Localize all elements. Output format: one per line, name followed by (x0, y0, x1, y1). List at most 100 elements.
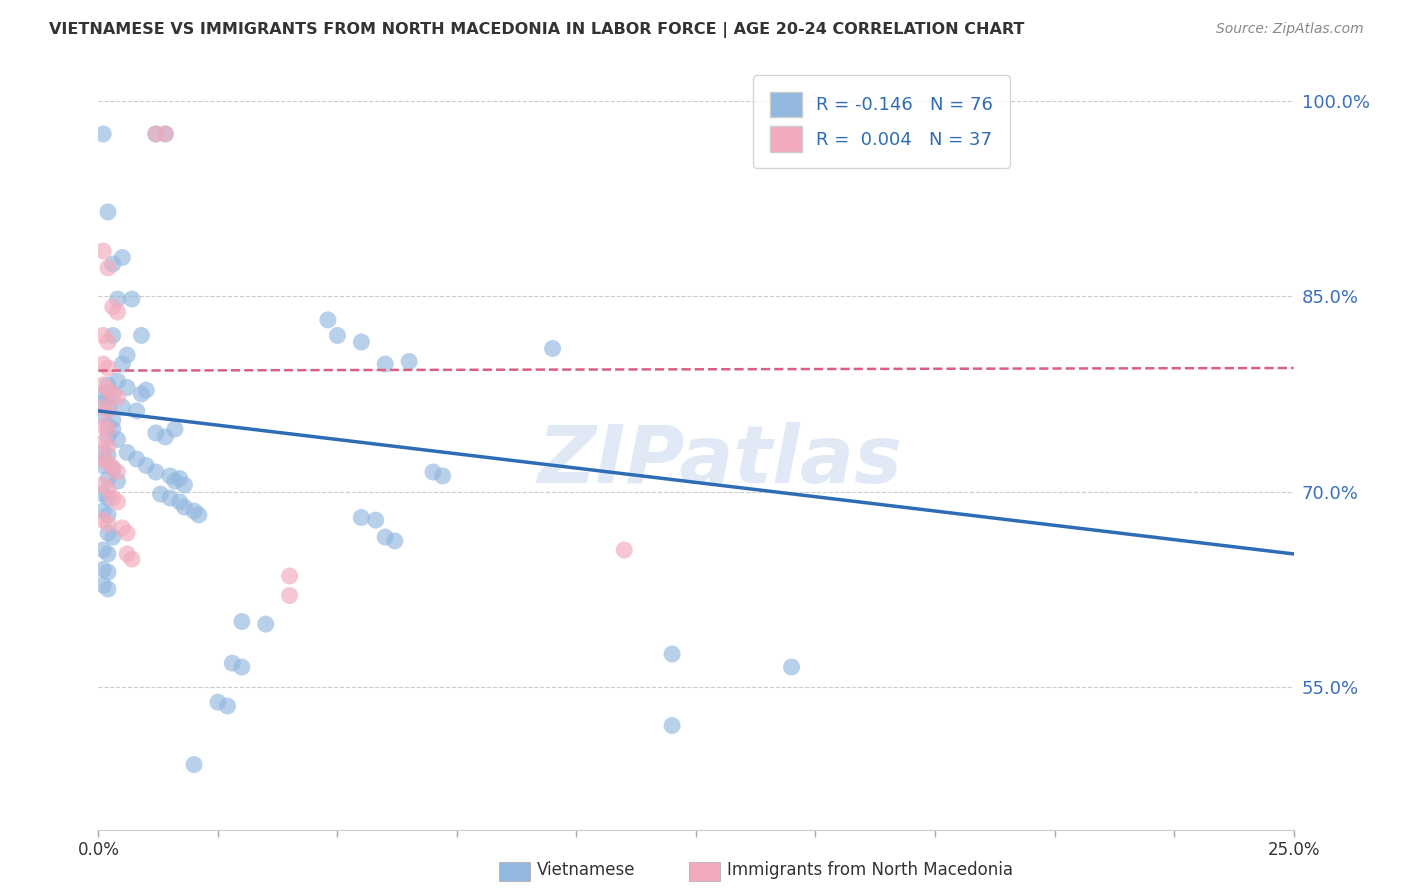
Point (155, 127, 177, 141)
Point (183, 504, 205, 518)
Point (97, 361, 120, 376)
Point (107, 465, 129, 479)
Point (135, 383, 157, 397)
Point (101, 530, 124, 544)
Point (91, 409, 114, 423)
Point (97, 582, 120, 596)
Point (111, 357, 134, 371)
Point (97, 565, 120, 579)
Point (145, 127, 167, 141)
Point (91, 513, 114, 527)
Point (326, 328, 349, 343)
Point (107, 292, 129, 306)
Point (145, 127, 167, 141)
Point (145, 425, 167, 440)
Point (115, 380, 138, 394)
Point (217, 699, 239, 714)
Point (432, 469, 454, 483)
Point (91, 419, 114, 434)
Point (91, 504, 114, 518)
Point (97, 482, 120, 496)
Point (107, 474, 129, 488)
Point (97, 430, 120, 444)
Point (101, 387, 124, 401)
Point (131, 328, 153, 343)
Point (350, 334, 373, 349)
Point (173, 478, 195, 492)
Point (97, 422, 120, 436)
Point (97, 391, 120, 405)
Point (101, 257, 124, 271)
Point (780, 660, 803, 674)
Point (163, 422, 186, 436)
Point (155, 127, 177, 141)
Point (101, 461, 124, 475)
Point (207, 695, 229, 709)
Legend: R = -0.146   N = 76, R =  0.004   N = 37: R = -0.146 N = 76, R = 0.004 N = 37 (754, 75, 1010, 168)
Point (111, 400, 134, 414)
Point (155, 430, 177, 444)
Point (91, 458, 114, 473)
Point (97, 508, 120, 522)
Point (97, 526, 120, 541)
Point (91, 328, 114, 343)
Point (97, 383, 120, 397)
Point (91, 387, 114, 401)
Point (91, 452, 114, 467)
Point (101, 491, 124, 505)
Point (115, 526, 138, 541)
Point (159, 469, 181, 483)
Point (541, 342, 564, 356)
Point (125, 404, 148, 418)
Point (97, 471, 120, 485)
Point (97, 334, 120, 349)
Point (97, 456, 120, 470)
Point (278, 569, 301, 583)
Text: VIETNAMESE VS IMMIGRANTS FROM NORTH MACEDONIA IN LABOR FORCE | AGE 20-24 CORRELA: VIETNAMESE VS IMMIGRANTS FROM NORTH MACE… (49, 22, 1025, 38)
Point (145, 465, 167, 479)
Point (97, 404, 120, 418)
Point (173, 500, 195, 515)
Point (254, 617, 277, 632)
Point (97, 260, 120, 275)
Point (91, 578, 114, 592)
Point (97, 516, 120, 531)
Point (131, 387, 153, 401)
Point (231, 615, 253, 629)
Point (115, 348, 138, 362)
Point (163, 474, 186, 488)
Point (91, 487, 114, 501)
Point (91, 357, 114, 371)
Point (101, 422, 124, 436)
Point (115, 547, 138, 561)
Point (231, 660, 253, 674)
Text: ZIPatlas: ZIPatlas (537, 422, 903, 500)
Point (111, 251, 134, 265)
Point (374, 530, 396, 544)
Text: Vietnamese: Vietnamese (537, 861, 636, 879)
Point (97, 491, 120, 505)
Point (97, 448, 120, 462)
Point (91, 244, 114, 258)
Point (97, 377, 120, 392)
Point (91, 396, 114, 410)
Point (149, 487, 172, 501)
Point (91, 127, 114, 141)
Point (187, 508, 209, 522)
Point (91, 435, 114, 450)
Point (91, 377, 114, 392)
Point (101, 387, 124, 401)
Point (97, 547, 120, 561)
Point (115, 445, 138, 459)
Point (107, 433, 129, 447)
Point (422, 465, 444, 479)
Point (107, 391, 129, 405)
Point (169, 495, 191, 509)
Text: Immigrants from North Macedonia: Immigrants from North Macedonia (727, 861, 1012, 879)
Point (661, 718, 683, 732)
Text: Source: ZipAtlas.com: Source: ZipAtlas.com (1216, 22, 1364, 37)
Point (316, 313, 339, 327)
Point (97, 419, 120, 434)
Point (97, 439, 120, 453)
Point (111, 521, 134, 535)
